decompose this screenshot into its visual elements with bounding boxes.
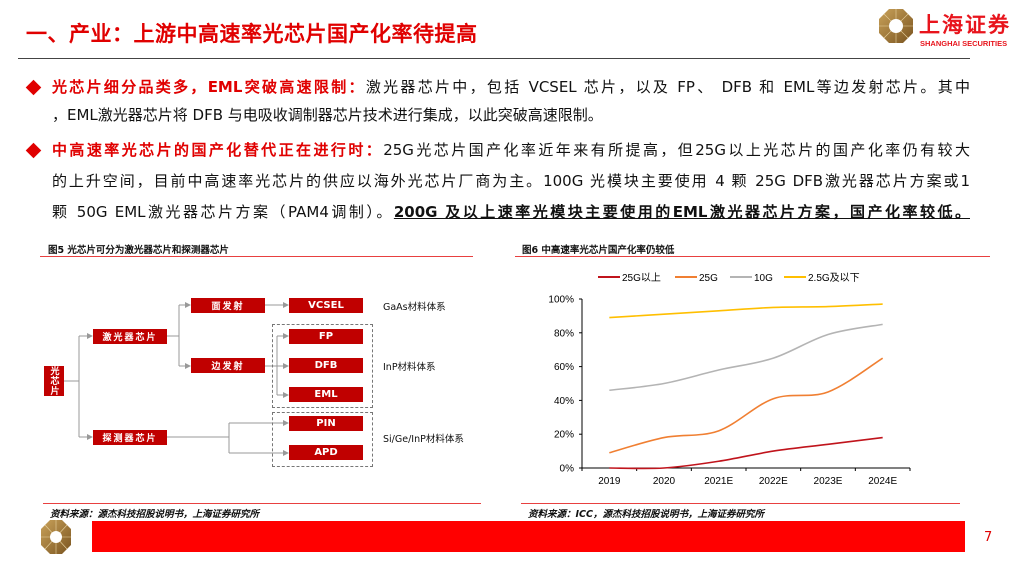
legend-label: 25G以上 (622, 272, 661, 284)
footer-logo (40, 519, 72, 559)
series-line-2 (609, 323, 883, 392)
y-tick-label: 0% (560, 464, 575, 475)
figure5-caption: 图5 光芯片可分为激光器芯片和探测器芯片 (48, 245, 229, 256)
material-sigeinp: Si/Ge/InP材料体系 (383, 434, 464, 445)
logo-text-en: SHANGHAI SECURITIES (920, 39, 1008, 48)
figure5-source: 资料来源：源杰科技招股说明书，上海证券研究所 (50, 509, 260, 520)
node-surface-emitting: 面发射 (191, 298, 265, 313)
x-tick-label: 2022E (759, 476, 788, 487)
figure6-caption: 图6 中高速率光芯片国产化率仍较低 (522, 245, 675, 256)
figure6-caption-line (515, 256, 990, 257)
node-vcsel: VCSEL (289, 298, 363, 313)
logo-octagon-icon (879, 9, 913, 43)
bullet-1-line-1: 光芯片细分品类多，EML突破高速限制：激光器芯片中，包括 VCSEL 芯片，以及… (52, 77, 970, 97)
bullet-2-text: 25G光芯片国产化率近年来有所提高，但25G以上光芯片的国产化率仍有较大 (383, 141, 970, 159)
bullet-1-line-2: ，EML激光器芯片将 DFB 与电吸收调制器芯片技术进行集成，以此突破高速限制。 (52, 106, 603, 124)
x-tick-label: 2023E (814, 476, 843, 487)
bullet-2-lead: 中高速率光芯片的国产化替代正在进行时： (52, 141, 384, 159)
legend-label: 10G (754, 273, 773, 284)
bullet-2-emphasis: 200G 及以上速率光模块主要使用的EML激光器芯片方案，国产化率较低。 (393, 203, 970, 221)
y-tick-label: 60% (554, 362, 574, 373)
inp-group-box (272, 324, 373, 408)
x-tick-label: 2019 (598, 476, 621, 487)
figure5-connectors (64, 302, 289, 456)
node-pin: PIN (289, 416, 363, 431)
node-dfb: DFB (289, 358, 363, 373)
series-line-3 (609, 303, 883, 319)
x-tick-label: 2024E (868, 476, 897, 487)
material-inp: InP材料体系 (383, 362, 436, 373)
figure6-chart: 0% 20% 40% 60% 80% 100% 2019 2020 2021E 2022E 2023… (548, 272, 911, 487)
series-line-0 (609, 436, 883, 470)
figure5-caption-line (40, 256, 473, 257)
material-gaas: GaAs材料体系 (383, 302, 446, 313)
page-number: 7 (984, 530, 993, 545)
node-fp: FP (289, 329, 363, 344)
y-tick-label: 100% (548, 295, 574, 306)
y-tick-label: 40% (554, 396, 574, 407)
footer-bar (92, 521, 965, 552)
figure6-source: 资料来源：ICC，源杰科技招股说明书，上海证券研究所 (528, 509, 764, 520)
x-tick-label: 2020 (653, 476, 676, 487)
logo (878, 8, 914, 48)
x-tick-label: 2021E (704, 476, 733, 487)
sigeinp-group-box (272, 412, 373, 467)
bullet-1-lead: 光芯片细分品类多，EML突破高速限制： (52, 78, 366, 96)
bullet-2-text-3: 颗 50G EML激光器芯片方案（PAM4调制）。 (52, 203, 394, 221)
y-tick-label: 20% (554, 430, 574, 441)
figure5-source-line (43, 503, 481, 504)
node-optical-chip: 光芯片 (44, 366, 64, 396)
page-title: 一、产业：上游中高速率光芯片国产化率待提高 (26, 22, 478, 46)
figure6-source-line (521, 503, 960, 504)
node-laser-chip: 激光器芯片 (93, 329, 167, 344)
series-line-1 (609, 357, 884, 454)
bullet-2-line-2: 的上升空间，目前中高速率光芯片的供应以海外光芯片厂商为主。100G 光模块主要使… (52, 172, 970, 190)
title-divider (18, 58, 970, 59)
bullet-2-line-1: 中高速率光芯片的国产化替代正在进行时：25G光芯片国产化率近年来有所提高，但25… (52, 140, 970, 160)
node-edge-emitting: 边发射 (191, 358, 265, 373)
logo-text-cn: 上海证券 (919, 13, 1011, 37)
node-eml: EML (289, 387, 363, 402)
y-tick-label: 80% (554, 328, 574, 339)
legend-label: 2.5G及以下 (808, 272, 860, 284)
bullet-2-line-3: 颗 50G EML激光器芯片方案（PAM4调制）。200G 及以上速率光模块主要… (52, 202, 970, 222)
bullet-1-text: 激光器芯片中，包括 VCSEL 芯片，以及 FP、 DFB 和 EML等边发射芯… (365, 78, 970, 96)
node-apd: APD (289, 445, 363, 460)
legend-label: 25G (699, 273, 718, 284)
logo-octagon-icon (41, 520, 71, 554)
node-detector-chip: 探测器芯片 (93, 430, 167, 445)
